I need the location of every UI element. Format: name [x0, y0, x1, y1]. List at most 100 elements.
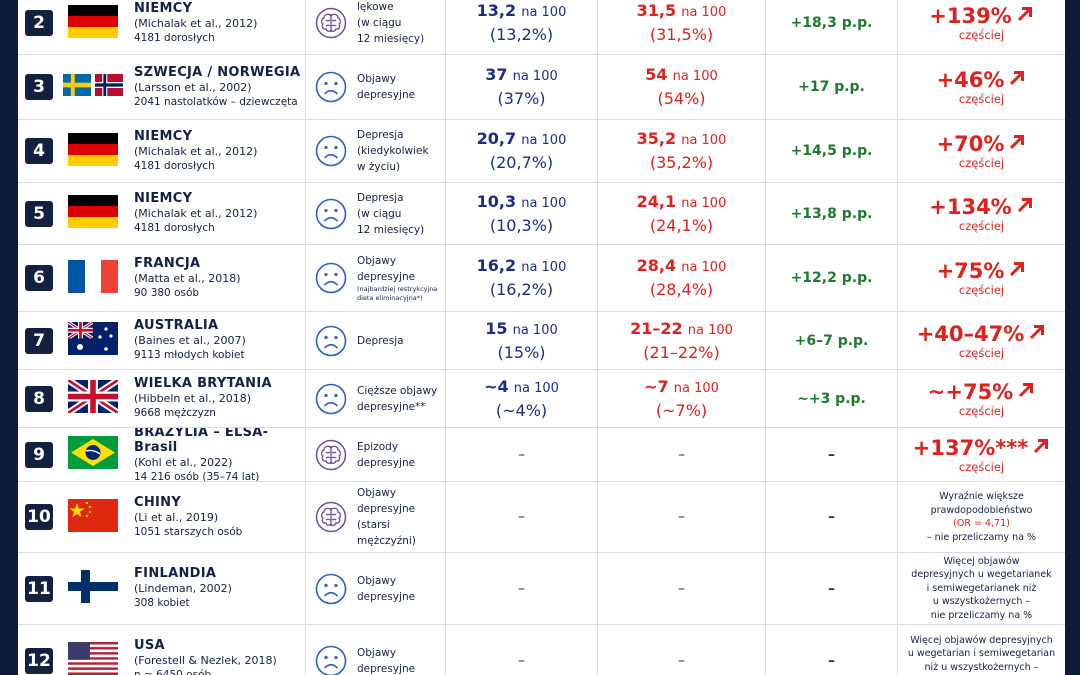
- graphic-part: [67, 195, 118, 228]
- graphic-part: [108, 334, 113, 338]
- graphic-part: [333, 335, 338, 339]
- omnivore-cell: 21–22 na 100 (21–22%): [597, 312, 765, 369]
- vegetarian-cell: 37 na 100 (37%): [445, 55, 597, 119]
- note-line: niż u wszystkożernych –: [924, 661, 1039, 673]
- omnivore-value-line: 24,1 na 100: [637, 191, 727, 215]
- vegetarian-unit: na 100: [521, 133, 567, 148]
- omnivore-value: 24,1: [636, 191, 677, 211]
- table-row: 11 FINLANDIA (Lindeman, 2002) 308 kobiet Obj…: [18, 553, 1065, 625]
- graphic-part: [67, 659, 118, 663]
- graphic-part: [67, 154, 118, 166]
- omnivore-percent: (54%): [657, 89, 706, 108]
- graphic-part: [315, 501, 346, 533]
- graphic-part: [323, 401, 338, 406]
- country-cell: WIELKA BRYTANIA (Hibbeln et al., 2018) 966…: [125, 370, 305, 427]
- table-row: 5 NIEMCY (Michalak et al., 2012) 4181 doros…: [18, 183, 1065, 245]
- country-name: NIEMCY: [134, 191, 193, 206]
- graphic-part: [85, 449, 100, 455]
- difference: +17 p.p.: [798, 79, 865, 95]
- graphic-part: [323, 208, 328, 212]
- citation: (Matta et al., 2018): [134, 271, 241, 285]
- relative-value: ~+75%: [927, 379, 1014, 404]
- country-cell: NIEMCY (Michalak et al., 2012) 4181 dorosł…: [125, 183, 305, 244]
- vegetarian-value-line: 16,2 na 100: [477, 255, 567, 279]
- graphic-part: [333, 583, 338, 587]
- graphic-part: [67, 26, 118, 38]
- relative-cell: +75% częściej: [897, 245, 1065, 311]
- difference: –: [828, 509, 835, 525]
- graphic-part: [94, 74, 123, 96]
- country-cell: NIEMCY (Michalak et al., 2012) 4181 dorosł…: [125, 120, 305, 182]
- omnivore-value-line: 54 na 100: [645, 64, 718, 88]
- flag: [67, 436, 118, 473]
- graphic-part: [67, 322, 93, 339]
- citation: (Michalak et al., 2012): [134, 207, 258, 220]
- difference: +12,2 p.p.: [790, 270, 873, 286]
- omnivore-cell: 28,4 na 100 (28,4%): [597, 245, 765, 311]
- graphic-part: [85, 514, 88, 517]
- icon-cell: [305, 482, 355, 552]
- citation: (Michalak et al., 2012): [134, 16, 258, 30]
- country-cell: CHINY (Li et al., 2019) 1051 starszych osó…: [125, 482, 305, 552]
- vegetarian-cell: 13,2 na 100 (13,2%): [445, 0, 597, 54]
- flag-cell: [60, 625, 125, 675]
- row-number-cell: 2: [18, 0, 60, 54]
- vegetarian-percent: (10,3%): [489, 215, 554, 235]
- citation: (Baines et al., 2007): [134, 334, 246, 347]
- relative-label: częściej: [958, 345, 1005, 360]
- difference: +13,8 p.p.: [790, 205, 873, 222]
- flag: [67, 322, 118, 359]
- condition-note: (najbardziej restrykcyjna: [357, 285, 438, 293]
- graphic-part: [1017, 197, 1032, 212]
- graphic-part: [323, 272, 328, 277]
- omnivore-value-line: 28,4 na 100: [637, 255, 727, 279]
- vegetarian-value-line: 13,2 na 100: [477, 0, 567, 24]
- relative-cell: +139% częściej: [897, 0, 1065, 54]
- vegetarian-cell: ~4 na 100 (~4%): [445, 370, 597, 427]
- omnivore-value: 54: [645, 65, 668, 84]
- vegetarian-percent: (~4%): [495, 400, 548, 420]
- condition-line: Objawy: [357, 574, 397, 587]
- condition-line: Cięższe objawy: [357, 384, 438, 397]
- omnivore-cell: ~7 na 100 (~7%): [597, 370, 765, 427]
- flag-cell: [60, 0, 125, 54]
- note-line: (OR = 4,71): [953, 518, 1010, 529]
- relative-value-line: +70%: [937, 132, 1027, 156]
- graphic-part: [323, 153, 338, 159]
- difference: +18,3 p.p.: [790, 15, 873, 31]
- vegetarian-value: 10,3: [476, 191, 517, 211]
- graphic-part: [315, 135, 346, 167]
- relative-label: częściej: [958, 283, 1005, 297]
- graphic-part: [67, 642, 118, 645]
- graphic-part: [62, 74, 91, 96]
- row-number-cell: 11: [18, 553, 60, 624]
- vegetarian-value: 37: [485, 65, 508, 84]
- graphic-part: [320, 507, 341, 526]
- graphic-part: [67, 644, 118, 648]
- country-name: AUSTRALIA: [134, 318, 219, 333]
- vegetarian-percent: (37%): [497, 89, 546, 108]
- graphic-part: [1017, 7, 1032, 22]
- graphic-part: [67, 143, 118, 155]
- graphic-part: [65, 377, 120, 416]
- flag-cell: [60, 428, 125, 481]
- condition-line: (w ciągu: [357, 207, 402, 220]
- condition-line: depresyjne: [357, 590, 416, 603]
- vegetarian-cell: 15 na 100 (15%): [445, 312, 597, 369]
- graphic-part: [85, 501, 88, 504]
- row-number-cell: 10: [18, 482, 60, 552]
- sample-size: 2041 nastolatków – dziewczęta: [134, 95, 298, 108]
- graphic-part: [67, 322, 93, 339]
- difference: +14,5 p.p.: [790, 143, 873, 159]
- condition-line: Objawy: [357, 255, 397, 267]
- graphic-part: [67, 206, 118, 217]
- citation: (Hibbeln et al., 2018): [134, 392, 252, 405]
- icon-cell: [305, 370, 355, 427]
- arrow-icon: [1028, 322, 1046, 346]
- graphic-part: [67, 649, 118, 653]
- omnivore-cell: 54 na 100 (54%): [597, 55, 765, 119]
- graphic-part: [323, 145, 328, 150]
- relative-value-line: +46%: [937, 68, 1027, 92]
- graphic-part: [1034, 438, 1049, 453]
- relative-cell: +137%*** częściej: [897, 428, 1065, 481]
